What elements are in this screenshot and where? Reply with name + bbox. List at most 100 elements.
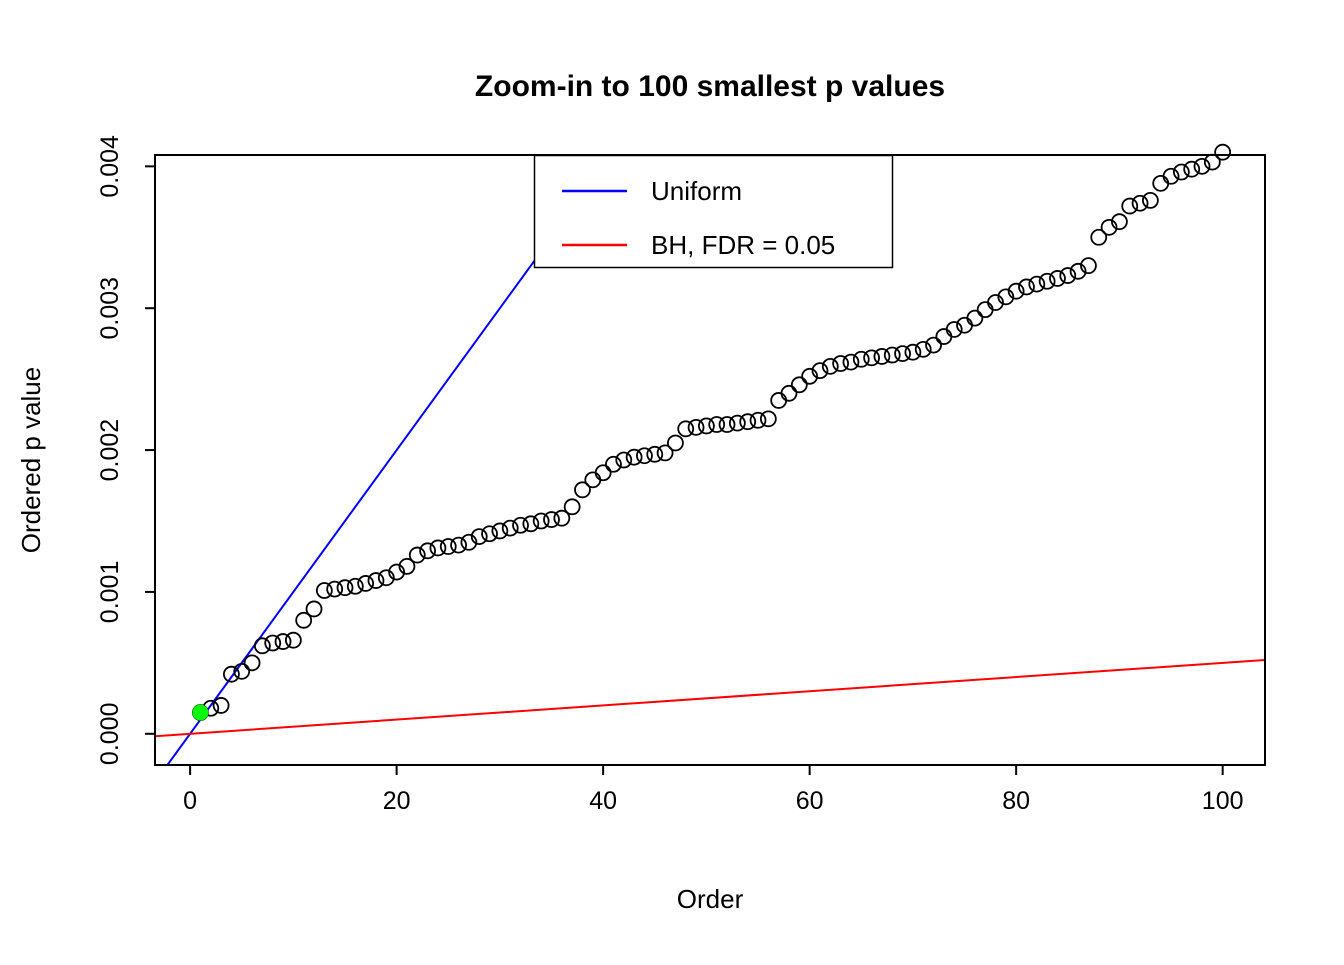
data-point (1183, 160, 1201, 178)
data-point (1049, 270, 1066, 287)
data-points (192, 143, 1232, 721)
data-point (749, 411, 767, 429)
uniform-line (166, 155, 613, 765)
data-point (1059, 267, 1077, 284)
data-point (1193, 157, 1211, 175)
x-tick-label: 20 (383, 787, 411, 815)
legend-label-uniform: Uniform (651, 176, 742, 206)
data-point (852, 350, 870, 368)
data-point (1152, 174, 1170, 192)
data-point (1121, 197, 1139, 215)
data-point (419, 542, 436, 560)
data-point (357, 575, 375, 592)
bh-fdr-0.05-line (155, 658, 1265, 738)
data-point (233, 662, 251, 680)
data-point (346, 577, 364, 595)
reference-lines (155, 155, 1265, 765)
data-point (1069, 262, 1087, 280)
data-point (605, 455, 622, 473)
x-tick-label: 100 (1202, 787, 1244, 815)
x-tick-label: 40 (589, 787, 617, 815)
legend-box (533, 154, 894, 269)
data-point (636, 447, 653, 465)
data-point (1100, 218, 1118, 236)
data-point (450, 536, 467, 554)
data-point (739, 413, 757, 431)
legend-label-bh: BH, FDR = 0.05 (651, 230, 835, 260)
data-point (914, 340, 932, 358)
data-point (1131, 194, 1149, 212)
data-point (811, 362, 829, 380)
data-point (718, 416, 736, 433)
data-point (243, 654, 261, 672)
data-point (491, 522, 509, 540)
data-point (439, 538, 457, 555)
data-point (305, 600, 323, 618)
data-point (1028, 275, 1046, 293)
data-point (481, 525, 498, 543)
legend: Uniform BH, FDR = 0.05 (533, 154, 894, 269)
data-point (780, 384, 798, 402)
data-point (522, 515, 540, 533)
data-point (945, 321, 963, 338)
data-point (315, 582, 333, 599)
data-point (873, 348, 891, 365)
data-point (728, 414, 746, 432)
data-point (594, 464, 612, 482)
x-tick-label: 80 (1002, 787, 1030, 815)
data-point (532, 512, 550, 530)
data-point (677, 420, 695, 438)
data-point (377, 569, 395, 587)
data-point (667, 434, 684, 452)
data-point (697, 417, 715, 435)
data-point (223, 665, 240, 683)
axis-ticks: 0 20 40 60 80 100 0.000 0.001 0.002 0.003 0.004 (96, 135, 1244, 815)
data-point (656, 444, 674, 462)
data-point (821, 357, 839, 375)
data-point (326, 580, 344, 598)
data-point (1090, 228, 1108, 246)
data-point (1038, 272, 1056, 290)
data-point (1111, 213, 1128, 231)
data-point (1007, 282, 1025, 300)
chart-title: Zoom-in to 100 smallest p values (475, 70, 945, 103)
data-point (543, 511, 560, 528)
data-point (1214, 143, 1232, 161)
y-tick-label: 0.001 (96, 561, 124, 624)
data-point (1080, 257, 1097, 275)
data-point (770, 392, 788, 409)
x-tick-label: 0 (183, 787, 197, 815)
plot-area: 0 20 40 60 80 100 0.000 0.001 0.002 0.003 0.004 (96, 135, 1265, 815)
data-point (501, 519, 519, 537)
data-point (574, 481, 591, 499)
data-point (563, 498, 581, 516)
data-point (264, 634, 282, 652)
data-point (584, 471, 602, 489)
data-point (687, 418, 705, 436)
highlight-point (192, 704, 209, 721)
data-point (408, 546, 426, 564)
data-point (904, 343, 922, 361)
data-point (801, 367, 819, 385)
data-point (759, 410, 777, 428)
data-point (429, 539, 447, 557)
data-point (1172, 163, 1190, 181)
data-point (925, 336, 942, 354)
data-point (470, 528, 488, 546)
data-point (388, 563, 406, 581)
data-point (274, 633, 292, 650)
y-axis-label: Ordered p value (16, 367, 46, 553)
data-point (1162, 167, 1180, 185)
data-point (708, 416, 726, 433)
y-tick-label: 0.002 (96, 419, 124, 482)
data-point (863, 349, 880, 367)
data-point (790, 376, 808, 394)
data-point (894, 345, 911, 363)
data-point (336, 579, 354, 597)
data-point (997, 288, 1015, 306)
data-point (512, 516, 529, 534)
data-point (646, 445, 664, 463)
data-point (883, 346, 901, 364)
data-point (253, 637, 271, 655)
data-point (832, 355, 850, 372)
